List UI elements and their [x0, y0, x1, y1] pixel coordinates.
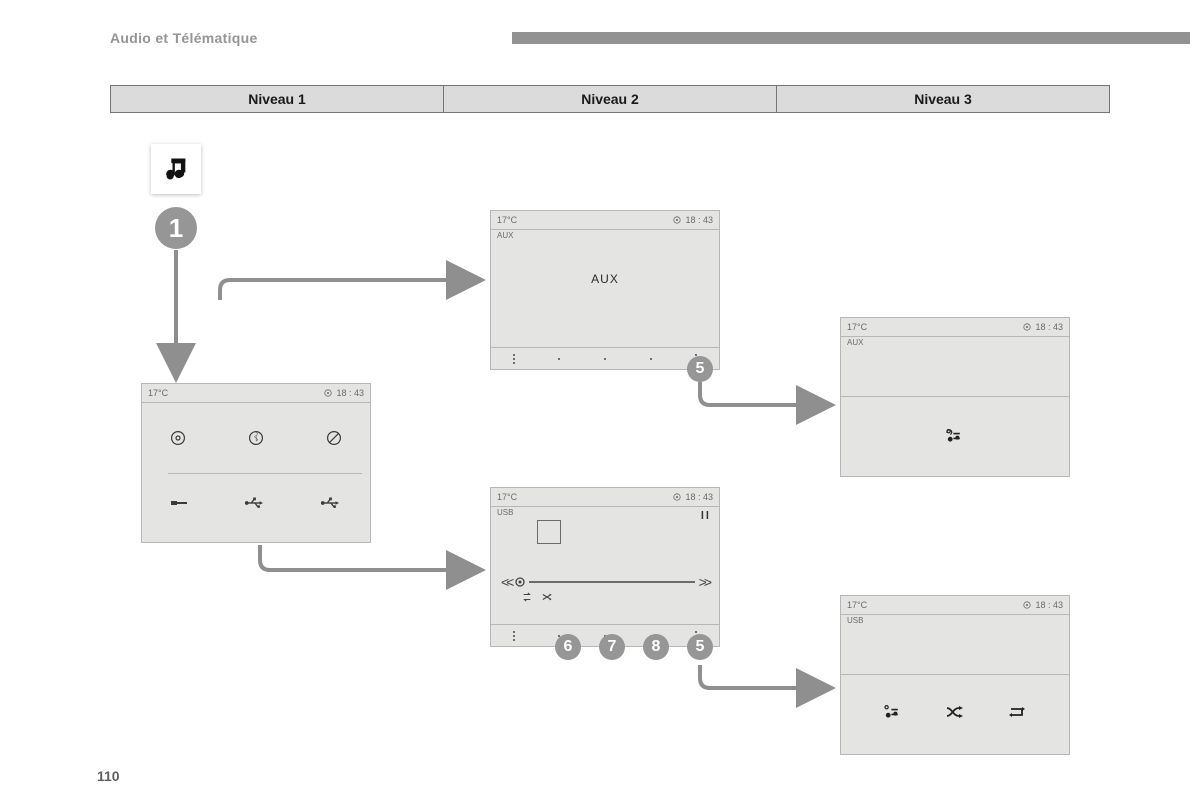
music-app-icon[interactable]	[151, 144, 201, 194]
aux-center-label: AUX	[491, 211, 719, 347]
next-track-icon[interactable]: >>	[699, 574, 709, 590]
step-badge-8: 8	[643, 634, 669, 660]
more-icon[interactable]	[513, 631, 515, 641]
status-temp: 17°C	[497, 492, 517, 502]
aux-footer	[491, 347, 719, 369]
gear-icon	[1023, 601, 1031, 609]
play-pos-icon	[515, 577, 525, 587]
screen-usb[interactable]: 17°C 18 : 43 USB ll << >>	[490, 487, 720, 647]
status-temp: 17°C	[847, 322, 867, 332]
audio-settings-icon[interactable]	[883, 704, 903, 725]
screen-usb-settings[interactable]: 17°C 18 : 43 USB	[840, 595, 1070, 755]
prev-track-icon[interactable]: <<	[501, 574, 511, 590]
music-note-icon	[162, 155, 190, 183]
no-source-icon[interactable]	[326, 430, 342, 451]
pause-icon[interactable]: ll	[701, 510, 711, 522]
more-icon[interactable]	[513, 354, 515, 364]
gear-icon	[673, 493, 681, 501]
screen-source-select[interactable]: 17°C 18 : 43	[141, 383, 371, 543]
step-badge-6: 6	[555, 634, 581, 660]
shuffle-icon[interactable]	[541, 592, 553, 602]
status-temp: 17°C	[847, 600, 867, 610]
usb-icon[interactable]	[244, 496, 266, 514]
step-badge-1: 1	[155, 207, 197, 249]
source-tag: USB	[847, 616, 863, 625]
status-time: 18 : 43	[673, 492, 713, 502]
step-badge-5-usb: 5	[687, 634, 713, 660]
repeat-icon[interactable]	[1007, 705, 1027, 724]
screen-aux[interactable]: 17°C 18 : 43 AUX AUX	[490, 210, 720, 370]
status-time: 18 : 43	[1023, 322, 1063, 332]
audio-settings-icon[interactable]	[841, 396, 1069, 476]
bluetooth-icon[interactable]	[248, 430, 264, 451]
gear-icon	[324, 389, 332, 397]
step-badge-7: 7	[599, 634, 625, 660]
shuffle-icon[interactable]	[945, 705, 965, 724]
source-tag: USB	[497, 508, 513, 517]
disc-icon[interactable]	[170, 430, 186, 451]
usb-icon-2[interactable]	[320, 496, 342, 514]
gear-icon	[1023, 323, 1031, 331]
status-time: 18 : 43	[1023, 600, 1063, 610]
status-temp: 17°C	[148, 388, 168, 398]
screen-aux-settings[interactable]: 17°C 18 : 43 AUX	[840, 317, 1070, 477]
status-time: 18 : 43	[324, 388, 364, 398]
step-badge-5-aux: 5	[687, 356, 713, 382]
source-tag: AUX	[847, 338, 863, 347]
aux-jack-icon[interactable]	[170, 496, 190, 514]
repeat-icon[interactable]	[521, 592, 533, 602]
album-art-placeholder	[537, 520, 561, 544]
